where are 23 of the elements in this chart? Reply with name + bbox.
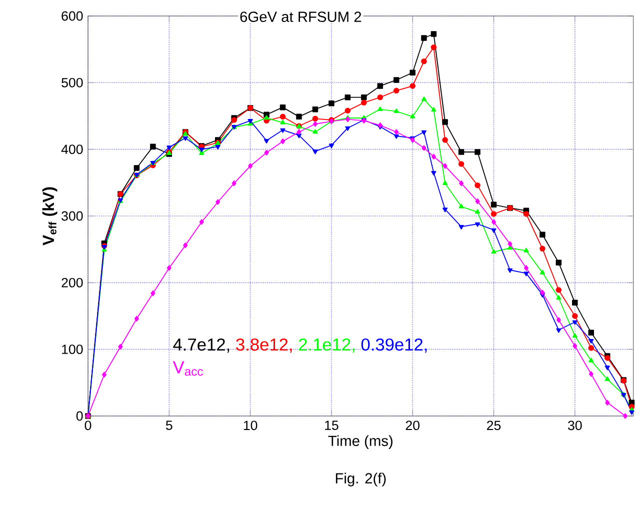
y-tick-label: 600: [62, 11, 83, 21]
caption: Fig. 2(f): [336, 472, 386, 486]
x-tick-label: 30: [568, 420, 582, 430]
y-tick-label: 400: [61, 144, 83, 154]
y-axis-title: V$_{eff}$ (kV): [42, 187, 58, 246]
y-tick-label: 200: [62, 278, 83, 288]
text: 0.39e12,: [361, 338, 427, 353]
y-tick-label: 0: [76, 411, 83, 421]
x-tick-label: 15: [325, 420, 338, 430]
text: 4.7e12,: [173, 338, 230, 353]
x-axis-title: Time (ms): [328, 435, 392, 449]
text: V$_{acc}$: [172, 361, 203, 376]
x-tick-label: 20: [406, 420, 420, 430]
chart-title: 6GeV at RFSUM 2: [240, 12, 362, 22]
x-tick-label: 10: [244, 420, 258, 430]
y-tick-label: 500: [62, 78, 83, 88]
y-tick-label: 100: [62, 344, 83, 354]
y-tick-label: 300: [62, 211, 83, 221]
text: 3.8e12,: [236, 338, 292, 353]
x-tick-label: 25: [487, 420, 501, 430]
text: 2.1e12,: [298, 338, 354, 353]
x-tick-label: 5: [166, 420, 172, 430]
x-tick-label: 0: [84, 420, 92, 430]
